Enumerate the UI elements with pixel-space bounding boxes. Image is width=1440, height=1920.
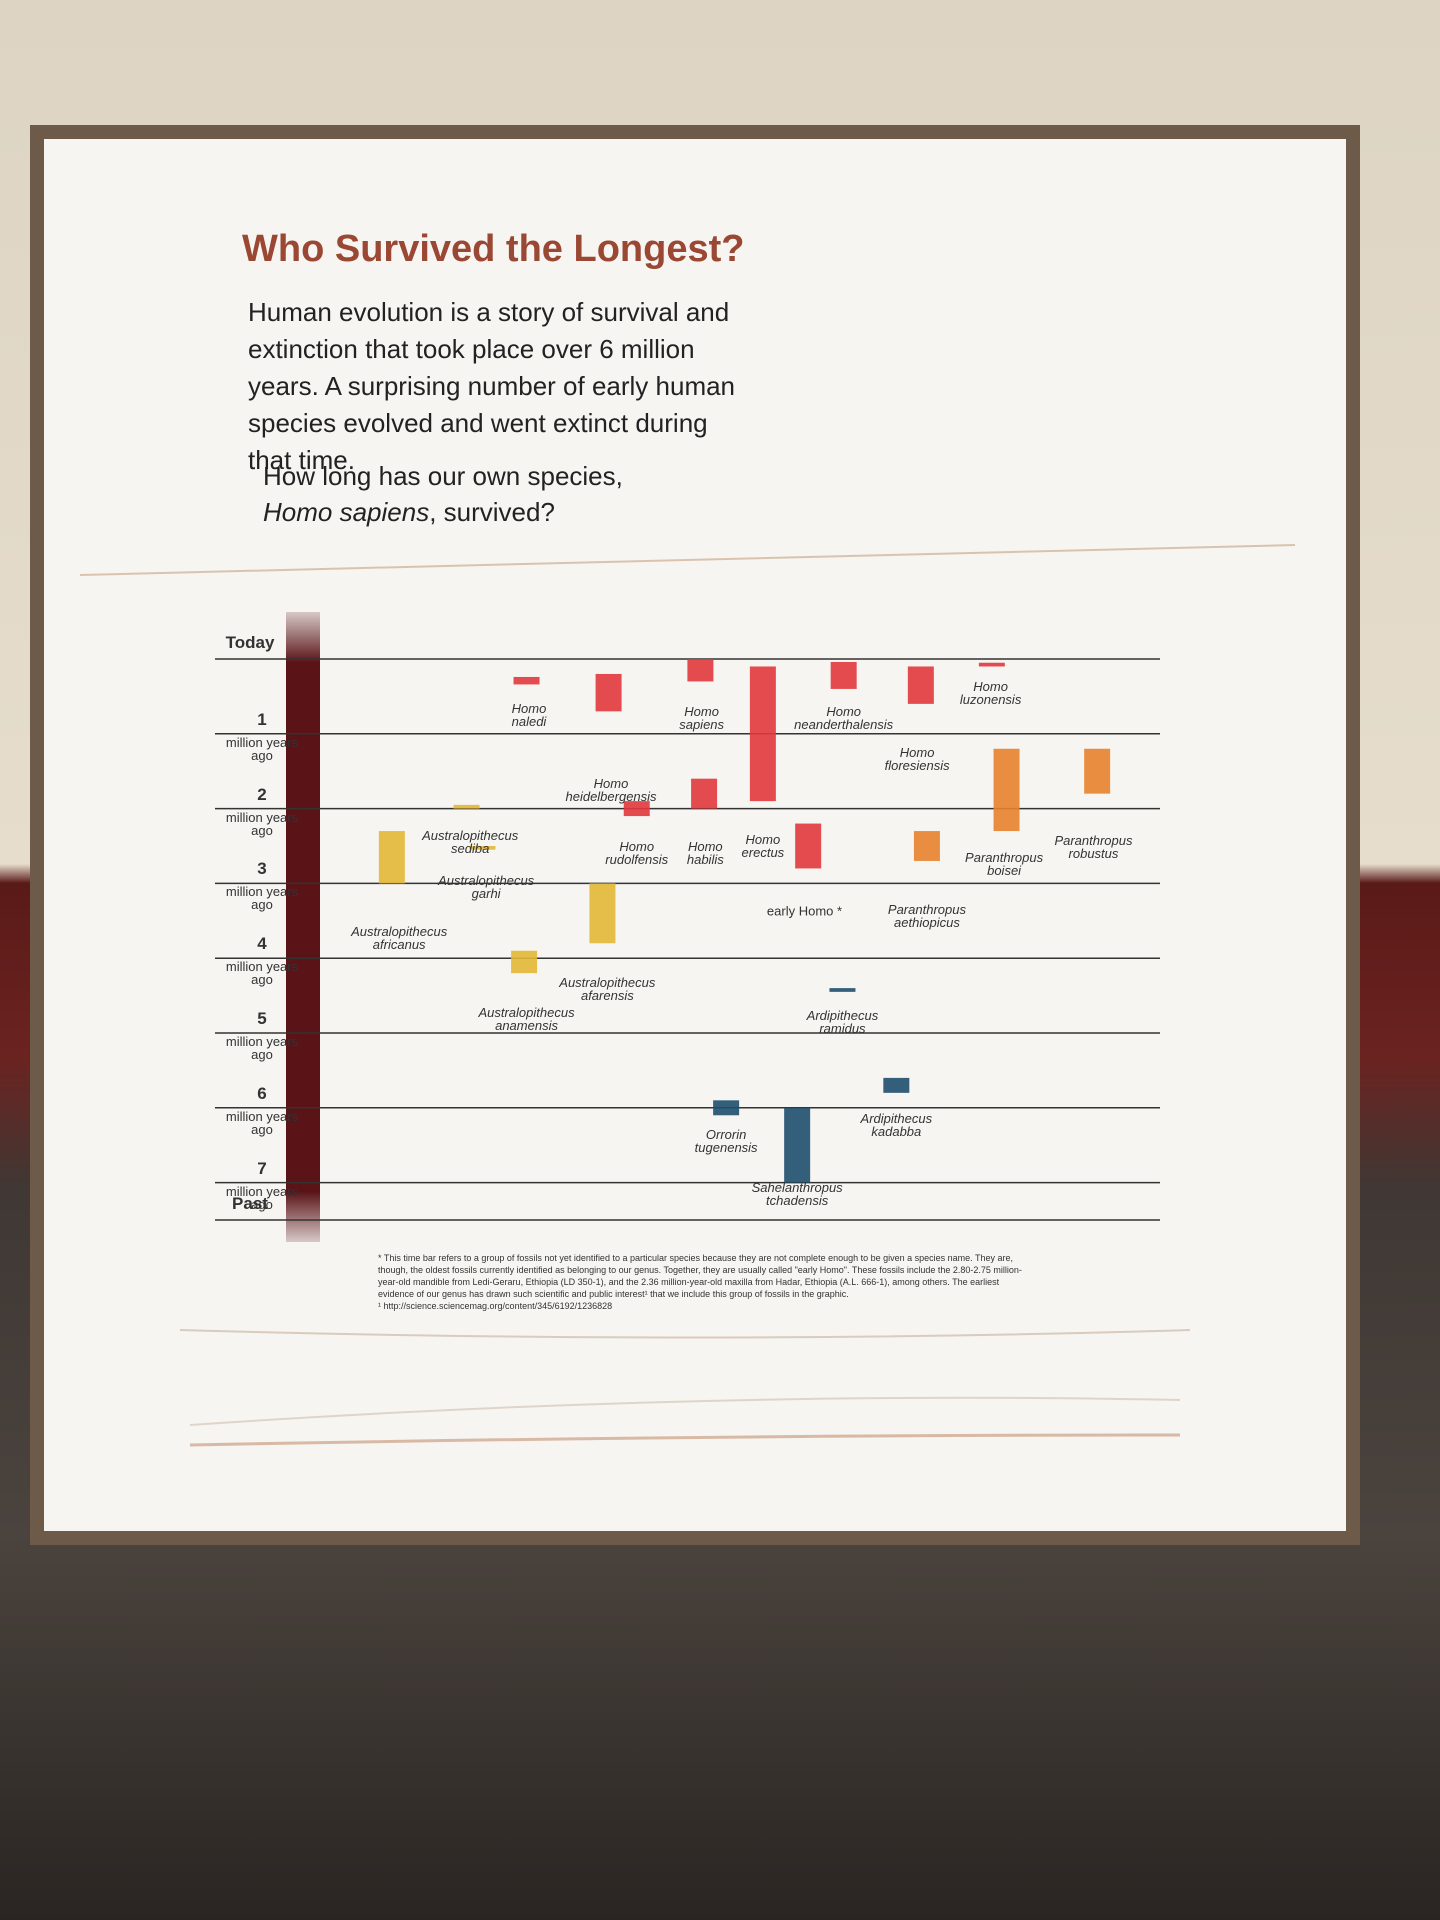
range-bar xyxy=(883,1077,910,1093)
species-label: Homo heidelbergensis xyxy=(565,775,657,804)
decor-line xyxy=(79,544,1296,576)
species-label: Paranthropus boisei xyxy=(965,850,1044,879)
sign-panel xyxy=(30,125,1360,1545)
species-label: Australopithecus garhi xyxy=(438,872,535,901)
decor-line xyxy=(179,1329,1191,1339)
reference: ¹ http://science.sciencemag.org/content/… xyxy=(378,1301,613,1311)
question-part: , survived? xyxy=(429,497,555,527)
y-tick-unit: million years ago xyxy=(225,734,299,763)
y-tick-label: 5 xyxy=(257,1009,267,1028)
question-part: Homo sapiens xyxy=(263,497,430,527)
species-label: Ardipithecus ramidus xyxy=(806,1008,879,1037)
y-tick-unit: million years ago xyxy=(225,959,299,988)
range-bar xyxy=(691,778,718,809)
species-label: Paranthropus aethiopicus xyxy=(887,901,966,930)
species-label: Orrorin tugenensis xyxy=(694,1127,758,1156)
range-bar xyxy=(595,673,622,712)
species-label: Homo rudolfensis xyxy=(605,839,669,868)
species-label: Homo luzonensis xyxy=(959,679,1022,708)
range-bar xyxy=(687,659,714,682)
species-label: Australopithecus anamensis xyxy=(478,1004,575,1033)
range-bar xyxy=(993,748,1020,832)
range-bar xyxy=(511,950,538,974)
species-label: Homo naledi xyxy=(511,701,547,730)
range-bar xyxy=(713,1100,740,1116)
y-tick-unit: million years ago xyxy=(225,884,299,913)
y-tick-unit: million years ago xyxy=(225,1034,299,1062)
species-label: Ardipithecus kadabba xyxy=(860,1111,933,1140)
range-bar xyxy=(830,661,857,689)
y-tick-label: 3 xyxy=(257,859,267,879)
decor-line xyxy=(189,1396,1181,1426)
y-tick-unit: million years ago xyxy=(225,1183,299,1212)
range-bar xyxy=(795,823,822,869)
species-label: Australopithecus sediba xyxy=(422,828,519,857)
species-label: Homo neanderthalensis xyxy=(794,703,894,732)
y-tick-unit: million years ago xyxy=(225,1108,299,1137)
range-bar xyxy=(829,988,856,992)
range-bar xyxy=(589,883,616,944)
y-tick-label: Today xyxy=(225,633,275,652)
range-bar xyxy=(378,831,405,884)
range-bar xyxy=(513,676,540,685)
y-tick-label: 6 xyxy=(257,1083,267,1103)
question: How long has our own species, Homo sapie… xyxy=(263,458,623,530)
species-label: Homo erectus xyxy=(741,832,785,861)
species-label: Sahelanthropus tchadensis xyxy=(751,1179,843,1208)
species-label: Homo floresiensis xyxy=(884,745,950,774)
range-bar xyxy=(978,662,1005,667)
species-label: Homo sapiens xyxy=(679,703,725,732)
species-label: Australopithecus africanus xyxy=(351,923,448,952)
range-bar xyxy=(1084,748,1111,794)
range-bar xyxy=(469,846,496,850)
footnote: * This time bar refers to a group of fos… xyxy=(378,1252,1028,1312)
species-label: Paranthropus robustus xyxy=(1054,833,1133,862)
intro-text: Human evolution is a story of survival a… xyxy=(248,297,736,475)
range-bar xyxy=(453,804,480,809)
species-label: Homo habilis xyxy=(686,839,724,868)
species-label: Australopithecus afarensis xyxy=(559,975,656,1004)
range-bar xyxy=(784,1107,811,1183)
question-part: How long has our own species, xyxy=(263,461,623,491)
range-bar xyxy=(749,666,776,802)
y-tick-label: Past xyxy=(232,1194,268,1213)
y-tick-label: 7 xyxy=(257,1158,267,1178)
species-label: early Homo * xyxy=(766,903,843,919)
y-tick-label: 4 xyxy=(257,934,267,954)
y-tick-unit: million years ago xyxy=(225,809,299,838)
y-tick-label: 1 xyxy=(257,709,267,729)
y-tick-label: 2 xyxy=(257,784,267,804)
range-bar xyxy=(623,801,650,817)
footnote-text: * This time bar refers to a group of fos… xyxy=(378,1253,1022,1299)
title: Who Survived the Longest? xyxy=(242,228,745,270)
range-bar xyxy=(913,831,940,861)
range-bar xyxy=(907,666,934,704)
timeline-bar xyxy=(286,612,320,1242)
decor-line xyxy=(189,1433,1181,1447)
